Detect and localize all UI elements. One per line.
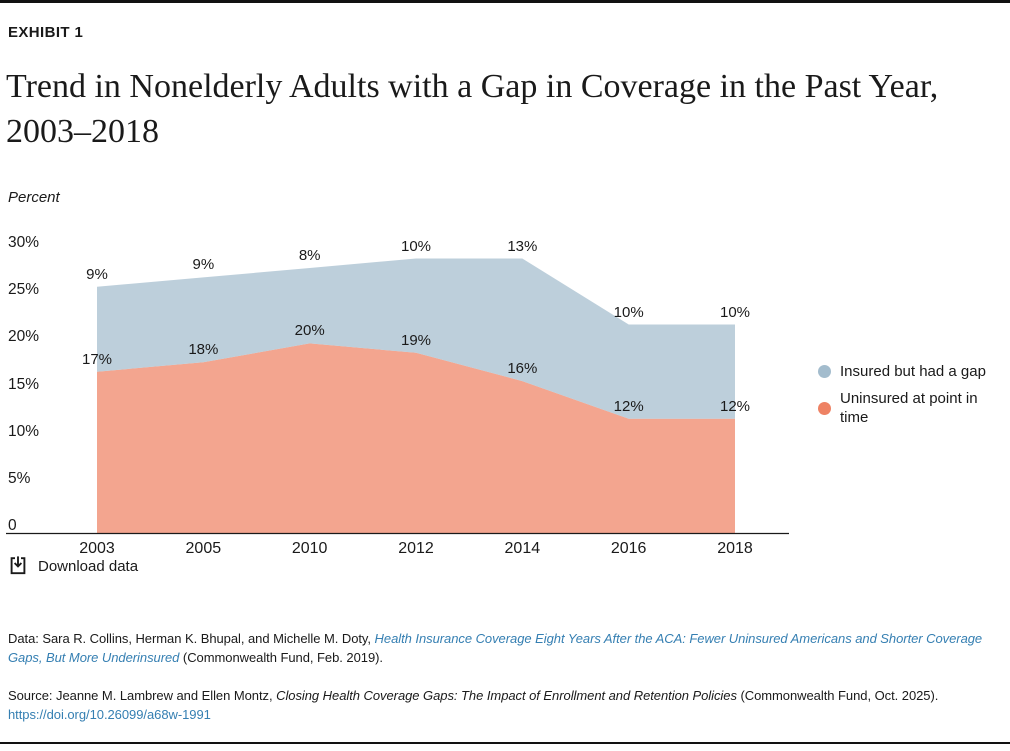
x-tick-label: 2005 xyxy=(185,540,222,557)
data-label: 12% xyxy=(613,397,644,415)
doi-link[interactable]: https://doi.org/10.26099/a68w-1991 xyxy=(8,707,211,722)
x-tick-label: 2014 xyxy=(504,540,541,557)
area-uninsured xyxy=(97,343,735,533)
legend-swatch xyxy=(818,401,831,415)
x-tick-label: 2018 xyxy=(717,540,753,557)
x-tick-label: 2016 xyxy=(610,540,647,557)
y-tick-label: 25% xyxy=(8,281,40,299)
legend-item: Uninsured at point in time xyxy=(818,389,996,427)
note-text: Closing Health Coverage Gaps: The Impact… xyxy=(276,688,737,703)
data-label: 9% xyxy=(192,256,215,274)
legend-label: Insured but had a gap xyxy=(840,363,986,380)
y-axis-unit-label: Percent xyxy=(8,189,60,206)
note-text: Data: Sara R. Collins, Herman K. Bhupal,… xyxy=(8,631,375,646)
data-label: 20% xyxy=(294,322,325,340)
data-label: 8% xyxy=(298,246,321,264)
data-note: Data: Sara R. Collins, Herman K. Bhupal,… xyxy=(8,629,1008,667)
data-label: 10% xyxy=(613,303,644,321)
source-note: Source: Jeanne M. Lambrew and Ellen Mont… xyxy=(8,686,962,724)
y-tick-label: 30% xyxy=(8,234,40,251)
bottom-rule xyxy=(0,742,1010,744)
data-note-link[interactable]: Health Insurance Coverage Eight Years Af… xyxy=(8,631,983,665)
data-label: 9% xyxy=(86,265,108,283)
legend-label: Uninsured at point in time xyxy=(840,390,978,426)
legend-swatch xyxy=(818,365,831,378)
data-label: 13% xyxy=(507,237,538,255)
y-tick-label: 5% xyxy=(8,469,31,487)
y-tick-label: 10% xyxy=(8,422,40,440)
data-label: 10% xyxy=(400,237,432,255)
note-text: Source: Jeanne M. Lambrew and Ellen Mont… xyxy=(8,688,277,703)
x-tick-label: 2012 xyxy=(398,540,434,557)
y-tick-label: 15% xyxy=(8,375,40,393)
area-insured-gap xyxy=(97,258,735,419)
data-label: 18% xyxy=(188,341,219,359)
top-rule xyxy=(0,0,1010,3)
y-tick-label: 20% xyxy=(8,328,40,346)
x-tick-label: 2003 xyxy=(79,540,115,557)
page-title: Trend in Nonelderly Adults with a Gap in… xyxy=(6,68,939,150)
data-label: 10% xyxy=(719,303,751,321)
data-label: 12% xyxy=(719,397,751,415)
exhibit-label: EXHIBIT 1 xyxy=(8,24,84,41)
y-tick-label: 0 xyxy=(8,517,17,535)
download-data-button[interactable]: Download data xyxy=(8,556,138,576)
legend-item: Insured but had a gap xyxy=(818,362,996,381)
x-tick-label: 2010 xyxy=(291,540,328,557)
data-label: 17% xyxy=(81,350,113,368)
download-icon xyxy=(10,556,26,575)
note-text: (Commonwealth Fund, Feb. 2019). xyxy=(179,650,383,665)
data-label: 16% xyxy=(507,360,538,378)
data-label: 19% xyxy=(400,331,432,349)
download-data-label: Download data xyxy=(38,557,139,575)
legend: Insured but had a gap Uninsured at point … xyxy=(818,362,996,427)
note-text: (Commonwealth Fund, Oct. 2025). xyxy=(736,688,939,703)
